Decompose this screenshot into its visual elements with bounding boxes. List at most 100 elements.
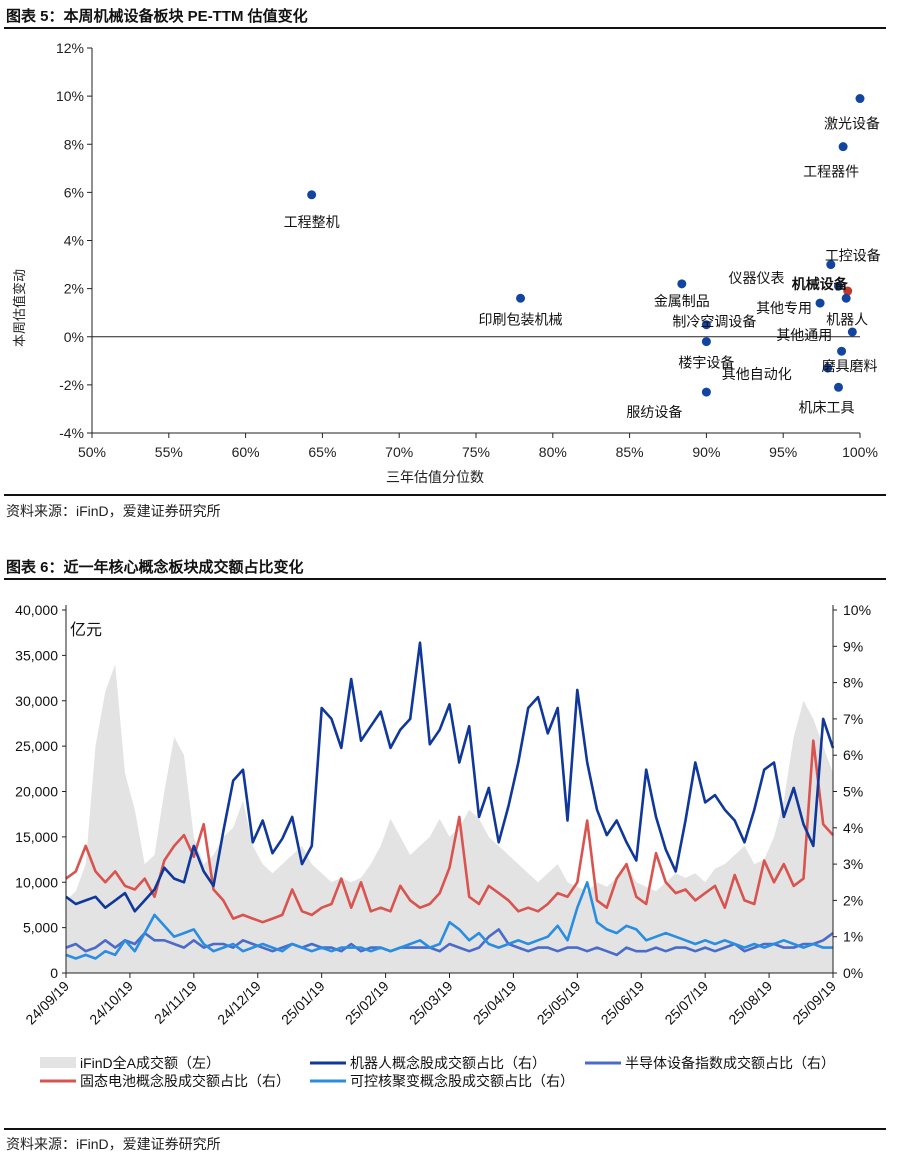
figure6-legend-label: 半导体设备指数成交额占比（右）: [625, 1055, 835, 1071]
figure6-x-tick-label: 25/04/19: [470, 978, 520, 1028]
figure5-point-label: 金属制品: [654, 293, 710, 309]
figure5-point-label: 机床工具: [798, 399, 854, 415]
figure6-bottom-rule: [4, 1128, 886, 1130]
figure5-x-tick-label: 90%: [692, 444, 720, 460]
figure5-point: [833, 281, 843, 291]
figure5-y-tick-label: 8%: [64, 136, 84, 152]
figure5-point: [701, 320, 711, 330]
figure5-point-label: 机器人: [826, 311, 868, 327]
figure5-point-label: 其他专用: [756, 300, 812, 316]
figure5-point: [843, 286, 853, 296]
figure6-x-tick-label: 25/09/19: [789, 978, 839, 1028]
figure6-x-tick-label: 24/12/19: [214, 978, 264, 1028]
figure5-y-tick-label: 4%: [64, 233, 84, 249]
figure5-point: [837, 346, 847, 356]
figure6-left-tick-label: 10,000: [15, 874, 58, 890]
figure6-left-tick-label: 5,000: [23, 920, 58, 936]
figure6-right-tick-label: 8%: [843, 675, 863, 691]
figure5-y-tick-label: 6%: [64, 184, 84, 200]
figure6-top-rule: [4, 578, 886, 580]
figure6-right-tick-label: 5%: [843, 784, 863, 800]
figure6-series-line: [65, 739, 834, 924]
figure5-point-label: 工程器件: [803, 164, 859, 180]
figure6-right-tick-label: 4%: [843, 820, 863, 836]
figure6-legend-label: 固态电池概念股成交额占比（右）: [80, 1073, 290, 1089]
figure6-left-tick-label: 15,000: [15, 829, 58, 845]
figure5-scatter-chart: 12% 10% 8% 6% 4% 2% 0% -2% -4% 50% 55% 60% 65% 70% 75%…: [12, 40, 881, 485]
figure6-right-tick-label: 3%: [843, 856, 863, 872]
figure5-source: 资料来源：iFinD，爱建证券研究所: [6, 503, 221, 519]
figure5-x-tick-label: 80%: [539, 444, 567, 460]
figure5-x-tick-label: 75%: [462, 444, 490, 460]
figure6-left-tick-label: 25,000: [15, 738, 58, 754]
figure5-point: [701, 387, 711, 397]
figure5-x-axis-label: 三年估值分位数: [386, 469, 484, 485]
figure6-combo-chart: 0 5,000 10,000 15,000 20,000 25,000 30,000 35,0…: [15, 602, 871, 1089]
figure6-left-tick-label: 0: [50, 965, 58, 981]
figure5-x-tick-label: 85%: [616, 444, 644, 460]
figure5-point-label: 制冷空调设备: [672, 314, 756, 330]
figure5-point-label: 激光设备: [824, 116, 880, 132]
figure5-point-label: 工控设备: [825, 248, 881, 264]
figure6-right-tick-label: 0%: [843, 965, 863, 981]
figure5-y-tick-label: 12%: [56, 40, 84, 56]
figure5-x-tick-label: 70%: [385, 444, 413, 460]
figure5-point: [677, 279, 687, 289]
figure5-x-tick-label: 95%: [769, 444, 797, 460]
figure6-right-tick-label: 1%: [843, 929, 863, 945]
figure5-point: [841, 293, 851, 303]
figure5-y-tick-label: 10%: [56, 88, 84, 104]
figure6-legend-label: iFinD全A成交额（左）: [80, 1055, 220, 1071]
figure5-point-label: 印刷包装机械: [479, 311, 563, 327]
figure5-point: [823, 363, 833, 373]
figure6-legend-label: 机器人概念股成交额占比（右）: [350, 1055, 546, 1071]
figure6-source: 资料来源：iFinD，爱建证券研究所: [6, 1136, 221, 1152]
figure5-y-tick-label: -4%: [59, 425, 84, 441]
figure6-title: 图表 6：近一年核心概念板块成交额占比变化: [6, 559, 304, 576]
figure6-x-tick-label: 25/02/19: [342, 978, 392, 1028]
figure5-y-tick-label: 2%: [64, 281, 84, 297]
figure5-point: [826, 260, 836, 270]
figure5-x-tick-label: 50%: [78, 444, 106, 460]
figure5-point: [701, 337, 711, 347]
figure6-left-tick-label: 20,000: [15, 784, 58, 800]
figure6-x-tick-label: 24/09/19: [22, 978, 72, 1028]
figure5-point-label: 机械设备: [792, 276, 849, 292]
figure5-point: [855, 94, 865, 104]
figure6-x-tick-label: 24/10/19: [86, 978, 136, 1028]
figure6-legend-label: 可控核聚变概念股成交额占比（右）: [350, 1073, 574, 1089]
figure6-x-tick-label: 25/01/19: [278, 978, 328, 1028]
figure5-point: [838, 142, 848, 152]
figure5-y-tick-label: -2%: [59, 377, 84, 393]
figure5-point: [516, 293, 526, 303]
figure5-point-label: 楼宇设备: [678, 355, 734, 371]
figure6-right-tick-label: 10%: [843, 602, 871, 618]
figure6-series-area: [66, 664, 833, 973]
figure5-x-tick-label: 65%: [308, 444, 336, 460]
figure6-unit-label: 亿元: [70, 621, 102, 639]
figure5-x-tick-label: 60%: [232, 444, 260, 460]
figure6-x-tick-label: 24/11/19: [151, 978, 200, 1027]
figure5-bottom-rule: [4, 494, 886, 496]
figure5-x-tick-label: 100%: [842, 444, 878, 460]
figure6-right-tick-label: 9%: [843, 638, 863, 654]
figure6-x-tick-label: 25/03/19: [406, 978, 456, 1028]
figure5-point-label: 磨具磨料: [822, 358, 878, 374]
figure5-point-label: 服纺设备: [626, 404, 682, 420]
figure5-point: [307, 190, 317, 200]
figure5-point: [847, 327, 857, 337]
figure6-left-tick-label: 30,000: [15, 693, 58, 709]
figure6-series-line: [65, 641, 835, 913]
figure5-point-label: 其他自动化: [722, 366, 792, 382]
figure6-left-tick-label: 40,000: [15, 602, 58, 618]
figure6-x-tick-label: 25/05/19: [534, 978, 584, 1028]
figure5-point-label: 仪器仪表: [728, 270, 784, 286]
figure6-right-tick-label: 7%: [843, 711, 863, 727]
figure6-x-tick-label: 25/08/19: [725, 978, 775, 1028]
figure5-point-label: 工程整机: [284, 214, 340, 230]
figure5-point-label: 其他通用: [776, 327, 832, 343]
figure5-x-tick-label: 55%: [155, 444, 183, 460]
figure6-left-tick-label: 35,000: [15, 647, 58, 663]
figure5-y-axis-label: 本周估值变动: [12, 269, 27, 347]
figure5-point: [833, 382, 843, 392]
